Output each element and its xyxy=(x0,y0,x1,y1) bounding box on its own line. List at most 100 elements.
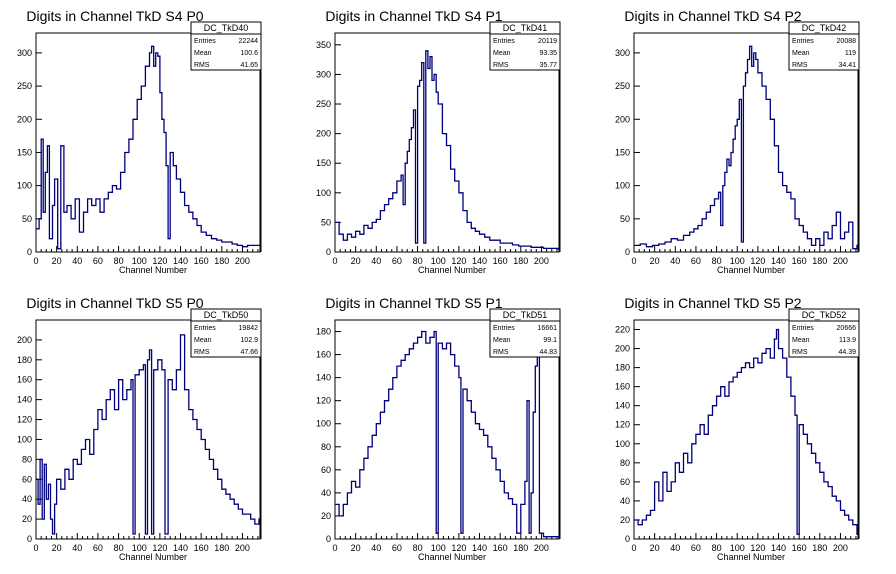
histogram-series xyxy=(36,334,260,535)
x-tick-label: 200 xyxy=(534,543,549,553)
plot-frame xyxy=(633,319,859,540)
histogram-series xyxy=(335,50,559,250)
stats-rms-value: 34.41 xyxy=(838,62,856,69)
y-tick-label: 20 xyxy=(321,511,331,521)
y-tick-label: 40 xyxy=(620,496,630,506)
x-tick-label: 20 xyxy=(650,543,660,553)
x-tick-label: 40 xyxy=(670,543,680,553)
x-tick-label: 100 xyxy=(730,543,745,553)
y-tick-label: 120 xyxy=(316,396,331,406)
stats-entries-value: 20119 xyxy=(538,38,557,45)
stats-entries-label: Entries xyxy=(792,325,814,332)
y-tick-label: 140 xyxy=(316,373,331,383)
x-axis-label: Channel Number xyxy=(418,265,486,275)
x-tick-label: 80 xyxy=(114,543,124,553)
x-tick-label: 140 xyxy=(771,543,786,553)
stats-rms-value: 35.77 xyxy=(539,62,557,69)
stats-rms-value: 41.65 xyxy=(240,62,258,69)
x-tick-label: 100 xyxy=(132,543,147,553)
stats-mean-value: 119 xyxy=(845,50,856,57)
y-tick-label: 0 xyxy=(27,534,32,544)
y-tick-label: 120 xyxy=(615,420,630,430)
stats-entries-value: 20088 xyxy=(837,38,857,45)
x-tick-label: 60 xyxy=(691,256,701,266)
stats-box-frame xyxy=(489,21,561,71)
x-tick-label: 20 xyxy=(650,256,660,266)
stats-mean-label: Mean xyxy=(493,337,511,344)
y-tick-label: 250 xyxy=(316,99,331,109)
x-tick-label: 60 xyxy=(392,256,402,266)
stats-box-frame xyxy=(190,308,262,358)
x-tick-label: 160 xyxy=(194,256,209,266)
stats-box: DC_TkD41 Entries 20119 Mean 93.35 RMS 35.77 xyxy=(489,21,561,252)
histogram-series xyxy=(634,328,858,535)
y-tick-label: 50 xyxy=(22,214,32,224)
x-tick-label: 160 xyxy=(493,543,508,553)
x-tick-label: 60 xyxy=(392,543,402,553)
x-tick-label: 40 xyxy=(670,256,680,266)
histogram-panel: Digits in Channel TkD S5 P1 0 20 40 60 80 100 1… xyxy=(316,295,561,562)
stats-mean-value: 100.6 xyxy=(240,50,258,57)
stats-entries-label: Entries xyxy=(792,38,814,45)
x-tick-label: 0 xyxy=(631,543,636,553)
x-axis-label: Channel Number xyxy=(717,552,785,562)
x-tick-label: 0 xyxy=(332,543,337,553)
y-tick-label: 100 xyxy=(316,419,331,429)
x-tick-label: 120 xyxy=(750,256,765,266)
stats-mean-label: Mean xyxy=(194,50,212,57)
x-tick-label: 100 xyxy=(132,256,147,266)
chart-title: Digits in Channel TkD S5 P1 xyxy=(325,295,502,311)
stats-entries-label: Entries xyxy=(194,325,216,332)
stats-rms-value: 44.39 xyxy=(838,349,856,356)
y-tick-label: 120 xyxy=(17,415,32,425)
x-axis-label: Channel Number xyxy=(418,552,486,562)
x-tick-label: 60 xyxy=(93,256,103,266)
stats-entries-label: Entries xyxy=(194,38,216,45)
plot-frame xyxy=(633,32,859,253)
stats-rms-label: RMS xyxy=(792,62,808,69)
stats-entries-value: 16661 xyxy=(538,325,558,332)
y-tick-label: 250 xyxy=(615,81,630,91)
y-tick-label: 250 xyxy=(17,81,32,91)
stats-box-frame xyxy=(788,308,860,358)
histogram-series xyxy=(36,45,260,250)
y-tick-label: 100 xyxy=(316,188,331,198)
x-tick-label: 200 xyxy=(534,256,549,266)
x-tick-label: 0 xyxy=(332,256,337,266)
x-tick-label: 180 xyxy=(214,543,229,553)
y-tick-label: 0 xyxy=(326,247,331,257)
chart-title: Digits in Channel TkD S5 P0 xyxy=(26,295,203,311)
y-tick-label: 40 xyxy=(321,488,331,498)
x-tick-label: 200 xyxy=(235,256,250,266)
x-tick-label: 120 xyxy=(451,543,466,553)
x-tick-label: 180 xyxy=(812,256,827,266)
x-tick-label: 120 xyxy=(152,543,167,553)
x-tick-label: 120 xyxy=(451,256,466,266)
y-tick-label: 140 xyxy=(615,401,630,411)
x-tick-label: 180 xyxy=(513,543,528,553)
y-tick-label: 80 xyxy=(620,458,630,468)
x-tick-label: 0 xyxy=(33,256,38,266)
stats-entries-value: 22244 xyxy=(239,38,259,45)
stats-box-frame xyxy=(190,21,262,71)
chart-title: Digits in Channel TkD S5 P2 xyxy=(624,295,801,311)
x-tick-label: 40 xyxy=(371,256,381,266)
x-tick-label: 160 xyxy=(194,543,209,553)
x-tick-label: 20 xyxy=(52,256,62,266)
y-tick-label: 300 xyxy=(316,69,331,79)
y-tick-label: 220 xyxy=(615,325,630,335)
y-tick-label: 140 xyxy=(17,395,32,405)
x-tick-label: 40 xyxy=(72,543,82,553)
x-axis-label: Channel Number xyxy=(119,552,187,562)
stats-name: DC_TkD42 xyxy=(802,23,847,33)
stats-rms-label: RMS xyxy=(194,62,210,69)
y-tick-label: 300 xyxy=(615,48,630,58)
x-tick-label: 80 xyxy=(712,543,722,553)
y-tick-label: 150 xyxy=(17,147,32,157)
stats-rms-value: 47.66 xyxy=(240,349,258,356)
plot-frame xyxy=(334,319,560,540)
x-tick-label: 160 xyxy=(792,543,807,553)
x-tick-label: 200 xyxy=(235,543,250,553)
stats-rms-label: RMS xyxy=(493,349,509,356)
